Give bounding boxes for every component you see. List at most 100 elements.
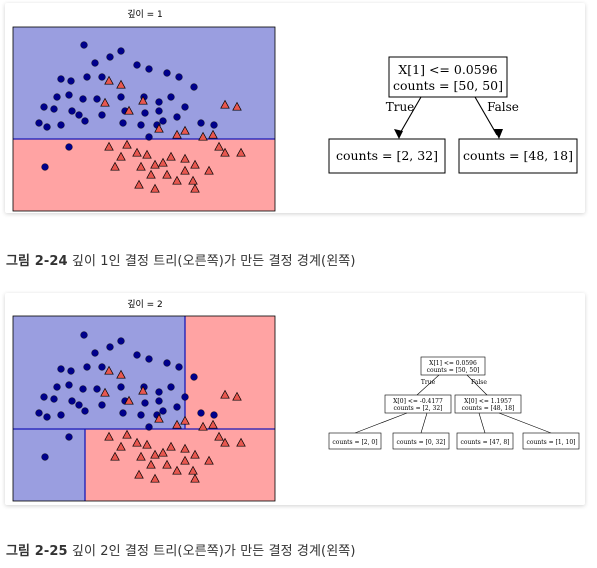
decision-tree-depth-2: X[1] <= 0.0596 counts = [50, 50] True Fa… <box>328 356 580 450</box>
class-1-point <box>204 455 214 465</box>
edge-label-true: True <box>421 379 436 386</box>
class-1-point <box>154 123 164 133</box>
class-1-point <box>172 465 182 475</box>
figure-card-1: 깊이 = 1 X[1] <= 0.0596 counts = [50, 50] … <box>5 3 585 213</box>
tree-root-node <box>420 356 486 376</box>
class-0-point <box>68 397 76 405</box>
class-0-point <box>141 399 149 407</box>
plot-frame <box>12 26 276 212</box>
tree-edge-true <box>398 96 422 136</box>
tree-leaf-counts: counts = [1, 10] <box>527 439 576 446</box>
class-0-point <box>163 359 171 367</box>
class-0-point <box>57 75 65 83</box>
class-1-point <box>180 165 190 175</box>
class-0-point <box>83 73 91 81</box>
data-points <box>35 331 246 483</box>
class-1-point <box>188 175 198 185</box>
tree-edge <box>498 412 552 434</box>
class-1-point <box>116 151 126 161</box>
class-0-point <box>75 401 83 409</box>
class-0-point <box>155 397 163 405</box>
class-0-point <box>65 143 73 151</box>
class-0-point <box>50 395 58 403</box>
class-0-point <box>175 363 183 371</box>
tree-leaf-counts: counts = [47, 8] <box>461 439 510 446</box>
class-0-point <box>117 47 125 55</box>
class-0-point <box>197 119 205 127</box>
region-class-1 <box>13 139 275 211</box>
class-0-point <box>40 103 48 111</box>
class-1-point <box>204 165 214 175</box>
class-0-point <box>81 407 89 415</box>
class-0-point <box>133 351 141 359</box>
class-0-point <box>81 117 89 125</box>
tree-edge-true <box>416 374 440 396</box>
class-1-point <box>172 129 182 139</box>
class-1-point <box>104 75 114 85</box>
tree-leaf-left <box>328 138 446 174</box>
tree-root-counts: counts = [50, 50] <box>393 78 503 93</box>
class-0-point <box>190 373 198 381</box>
class-1-point <box>180 125 190 135</box>
class-0-point <box>137 411 145 419</box>
class-1-point <box>138 385 148 395</box>
class-0-point <box>173 403 181 411</box>
class-1-point <box>158 157 168 167</box>
class-1-point <box>190 473 200 483</box>
tree-edge <box>478 412 486 434</box>
class-0-point <box>163 69 171 77</box>
class-0-point <box>145 65 153 73</box>
class-0-point <box>181 103 189 111</box>
decision-boundary-plot-depth-2: 깊이 = 2 <box>12 298 276 502</box>
figure-card-2: 깊이 = 2 X[1] <= 0.0596 counts = [50, 50] … <box>5 293 585 505</box>
plot-title: 깊이 = 1 <box>127 8 163 20</box>
class-0-point <box>141 109 149 117</box>
class-1-point <box>134 469 144 479</box>
class-0-point <box>117 337 125 345</box>
tree-node-left <box>384 394 452 414</box>
tree-node-left-counts: counts = [2, 32] <box>394 405 443 412</box>
class-1-point <box>110 451 120 461</box>
class-0-point <box>67 367 75 375</box>
class-0-point <box>137 121 145 129</box>
class-1-point <box>132 147 142 157</box>
tree-root-rule: X[1] <= 0.0596 <box>429 360 477 367</box>
region-class-0 <box>13 27 275 139</box>
class-0-point <box>190 83 198 91</box>
class-1-point <box>116 369 126 379</box>
class-1-point <box>214 141 224 151</box>
class-0-point <box>210 411 218 419</box>
class-1-point <box>150 473 160 483</box>
class-1-point <box>232 391 242 401</box>
class-1-point <box>142 149 152 159</box>
class-1-point <box>134 179 144 189</box>
class-1-point <box>190 449 200 459</box>
class-0-point <box>133 61 141 69</box>
class-1-point <box>172 419 182 429</box>
region-class-0 <box>13 316 185 429</box>
class-0-point <box>119 119 127 127</box>
class-0-point <box>65 433 73 441</box>
tree-edge-false <box>474 96 498 136</box>
class-1-point <box>172 175 182 185</box>
class-0-point <box>210 121 218 129</box>
class-1-point <box>188 465 198 475</box>
class-0-point <box>43 413 51 421</box>
class-1-point <box>180 455 190 465</box>
tree-leaf-right-counts: counts = [48, 18] <box>463 148 573 163</box>
class-0-point <box>91 349 99 357</box>
class-1-point <box>198 131 208 141</box>
class-0-point <box>75 111 83 119</box>
figure-caption-2: 그림 2-25 깊이 2인 결정 트리(오른쪽)가 만든 결정 경계(왼쪽) <box>6 540 356 559</box>
plot-frame <box>12 315 276 502</box>
class-1-point <box>208 419 218 429</box>
class-1-point <box>142 439 152 449</box>
class-1-point <box>232 101 242 111</box>
class-1-point <box>162 459 172 469</box>
class-0-point <box>68 107 76 115</box>
class-0-point <box>167 383 175 391</box>
class-1-point <box>236 147 246 157</box>
class-0-point <box>98 73 106 81</box>
class-1-point <box>122 139 132 149</box>
class-1-point <box>136 161 146 171</box>
